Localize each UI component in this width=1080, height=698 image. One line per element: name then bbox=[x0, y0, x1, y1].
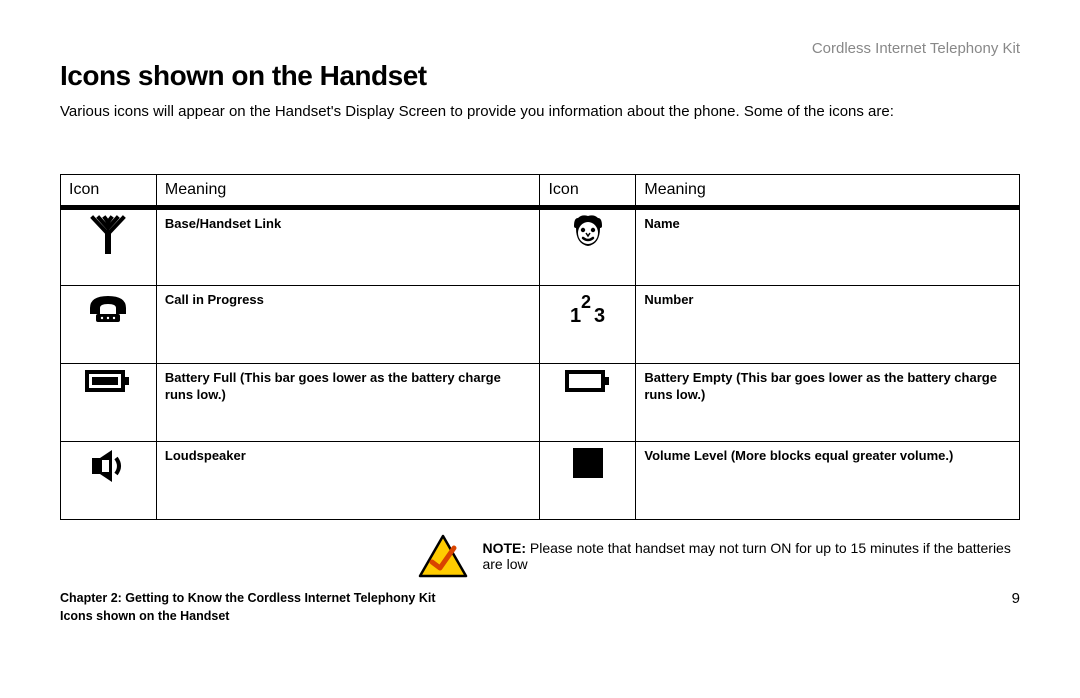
volume-block-icon bbox=[571, 446, 605, 480]
numbers-icon: 1 2 3 bbox=[566, 290, 610, 328]
th-icon-left: Icon bbox=[61, 175, 157, 208]
note-row: NOTE: Please note that handset may not t… bbox=[60, 534, 1020, 578]
meaning-cell: Call in Progress bbox=[156, 286, 540, 364]
icon-cell-phone bbox=[61, 286, 157, 364]
warning-triangle-icon bbox=[418, 534, 468, 578]
icon-cell-antenna bbox=[61, 208, 157, 286]
table-row: Battery Full (This bar goes lower as the… bbox=[61, 364, 1020, 442]
page-footer: Chapter 2: Getting to Know the Cordless … bbox=[60, 590, 1020, 625]
meaning-cell: Battery Empty (This bar goes lower as th… bbox=[636, 364, 1020, 442]
icon-cell-battery-full bbox=[61, 364, 157, 442]
th-icon-right: Icon bbox=[540, 175, 636, 208]
note-text: NOTE: Please note that handset may not t… bbox=[482, 540, 1020, 572]
footer-chapter: Chapter 2: Getting to Know the Cordless … bbox=[60, 590, 435, 608]
meaning-cell: Loudspeaker bbox=[156, 442, 540, 520]
svg-text:3: 3 bbox=[594, 305, 605, 327]
battery-empty-icon bbox=[565, 368, 611, 394]
note-label: NOTE: bbox=[482, 540, 526, 556]
icon-cell-battery-empty bbox=[540, 364, 636, 442]
meaning-cell: Battery Full (This bar goes lower as the… bbox=[156, 364, 540, 442]
icons-table: Icon Meaning Icon Meaning Base/Handset L… bbox=[60, 174, 1020, 520]
icon-cell-face bbox=[540, 208, 636, 286]
meaning-cell: Base/Handset Link bbox=[156, 208, 540, 286]
product-name-header: Cordless Internet Telephony Kit bbox=[812, 40, 1020, 57]
svg-text:2: 2 bbox=[581, 292, 591, 312]
icon-cell-block bbox=[540, 442, 636, 520]
footer-left: Chapter 2: Getting to Know the Cordless … bbox=[60, 590, 435, 625]
th-meaning-left: Meaning bbox=[156, 175, 540, 208]
icon-cell-speaker bbox=[61, 442, 157, 520]
meaning-cell: Name bbox=[636, 208, 1020, 286]
table-row: Call in Progress 1 2 3 Number bbox=[61, 286, 1020, 364]
icon-cell-numbers: 1 2 3 bbox=[540, 286, 636, 364]
footer-page-number: 9 bbox=[1012, 590, 1020, 607]
intro-paragraph: Various icons will appear on the Handset… bbox=[60, 102, 960, 122]
note-body: Please note that handset may not turn ON… bbox=[482, 540, 1010, 572]
th-meaning-right: Meaning bbox=[636, 175, 1020, 208]
svg-text:1: 1 bbox=[570, 305, 581, 327]
phone-icon bbox=[86, 290, 130, 326]
table-row: Loudspeaker Volume Level (More blocks eq… bbox=[61, 442, 1020, 520]
speaker-icon bbox=[88, 446, 128, 486]
page-title: Icons shown on the Handset bbox=[60, 60, 1020, 92]
table-row: Base/Handset Link Name bbox=[61, 208, 1020, 286]
meaning-cell: Volume Level (More blocks equal greater … bbox=[636, 442, 1020, 520]
antenna-icon bbox=[89, 214, 127, 256]
footer-section: Icons shown on the Handset bbox=[60, 608, 435, 626]
battery-full-icon bbox=[85, 368, 131, 394]
face-icon bbox=[568, 214, 608, 256]
table-header-row: Icon Meaning Icon Meaning bbox=[61, 175, 1020, 208]
meaning-cell: Number bbox=[636, 286, 1020, 364]
